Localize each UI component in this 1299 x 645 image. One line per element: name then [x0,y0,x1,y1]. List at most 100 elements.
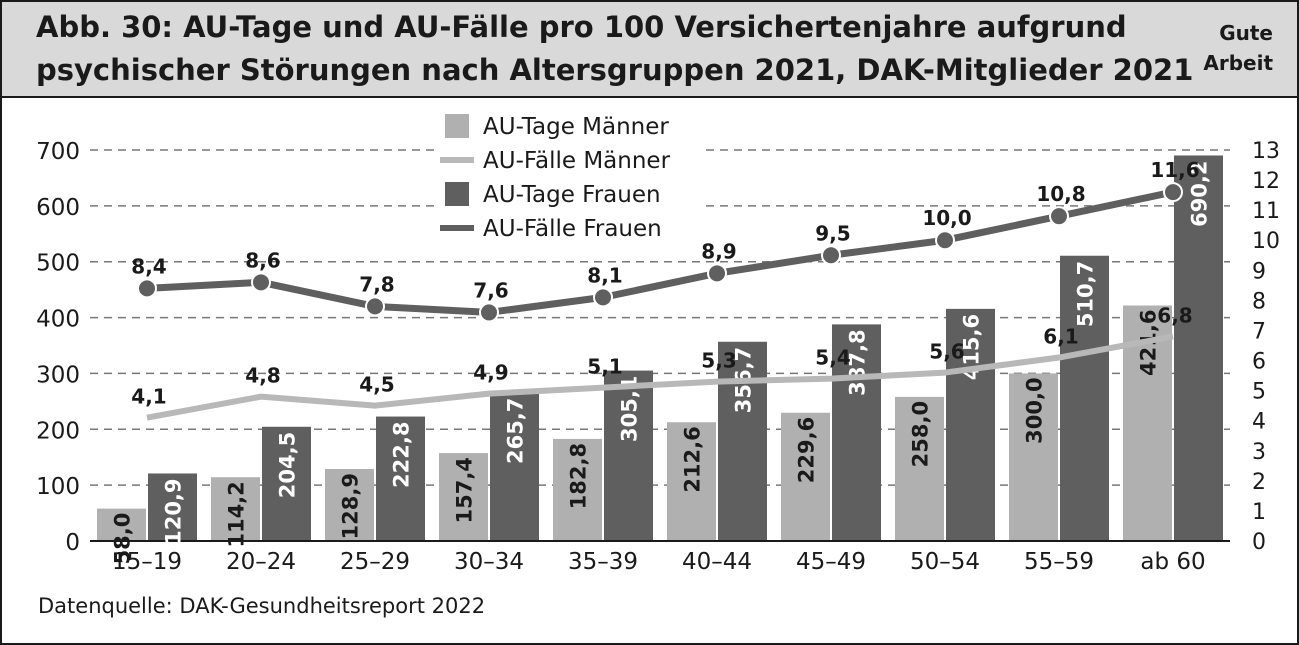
line-label-au-faelle-maenner: 5,4 [815,346,850,370]
line-label-au-faelle-maenner: 4,5 [359,373,394,397]
y-right-tick-label: 9 [1252,259,1266,284]
line-label-au-faelle-frauen: 7,8 [359,272,394,296]
brand-label: Gute Arbeit [1203,18,1273,78]
bar-label-au-tage-maenner: 114,2 [225,481,249,547]
bar-au-tage-maenner [895,396,944,541]
y-right-tick-label: 13 [1252,139,1280,164]
bar-label-au-tage-frauen: 120,9 [162,478,186,544]
bar-au-tage-maenner [211,477,260,541]
brand-label-line-2: Arbeit [1203,51,1273,75]
point-au-faelle-frauen [137,278,157,299]
bar-au-tage-frauen [148,473,197,541]
line-au-faelle-maenner [146,333,1174,421]
bar-au-tage-frauen [490,392,539,541]
bar-au-tage-frauen [718,341,767,541]
x-tick-label: 30–34 [454,549,524,575]
bar-label-au-tage-frauen: 690,2 [1188,160,1212,226]
line-label-au-faelle-frauen: 10,0 [922,206,971,230]
line-au-faelle-frauen [146,188,1174,316]
line-label-au-faelle-maenner: 4,1 [131,385,166,409]
line-label-au-faelle-frauen: 8,6 [245,248,280,272]
line-label-au-faelle-frauen: 8,1 [587,263,622,287]
legend-label-au-faelle-frauen: AU-Fälle Frauen [483,216,662,242]
y-right-tick-label: 3 [1252,440,1266,465]
y-right-tick-label: 1 [1252,500,1266,525]
bar-au-tage-frauen [1060,255,1109,542]
bar-au-tage-frauen [376,416,425,541]
point-au-faelle-frauen [251,272,271,293]
x-tick-label: 40–44 [682,549,752,575]
line-label-au-faelle-frauen: 9,5 [815,221,850,245]
x-tick-label: 35–39 [568,549,638,575]
x-tick-label: 50–54 [910,549,980,575]
bar-au-tage-maenner [781,412,830,541]
bar-label-au-tage-maenner: 157,4 [453,457,477,523]
y-right-tick-label: 6 [1252,350,1266,375]
bar-label-au-tage-maenner: 258,0 [909,401,933,467]
bar-au-tage-frauen [946,308,995,541]
point-au-faelle-frauen [365,296,385,317]
point-au-faelle-frauen [707,263,727,284]
bar-au-tage-maenner [667,422,716,541]
point-au-faelle-frauen [479,302,499,323]
line-label-au-faelle-maenner: 5,1 [587,355,622,379]
bar-au-tage-frauen [1174,155,1223,541]
data-source-note: Datenquelle: DAK-Gesundheitsreport 2022 [38,594,486,618]
bar-label-au-tage-frauen: 222,8 [390,422,414,488]
y-left-tick-label: 0 [65,530,80,556]
legend-label-au-tage-maenner: AU-Tage Männer [483,114,669,140]
bar-au-tage-maenner [1009,373,1058,541]
y-right-tick-label: 4 [1252,410,1266,435]
bar-label-au-tage-maenner: 182,8 [567,443,591,509]
x-tick-label: 20–24 [226,549,296,575]
line-label-au-faelle-maenner: 5,6 [929,340,964,364]
legend-label-au-tage-frauen: AU-Tage Frauen [483,182,661,208]
line-label-au-faelle-frauen: 7,6 [473,278,508,302]
bar-label-au-tage-frauen: 204,5 [276,432,300,498]
x-tick-label: ab 60 [1140,549,1205,575]
chart-plot-area: 0100200300400500600700012345678910111213… [36,106,1280,575]
line-label-au-faelle-maenner: 5,3 [701,349,736,373]
bar-au-tage-frauen [262,426,311,541]
line-label-au-faelle-frauen: 10,8 [1036,182,1085,206]
bar-label-au-tage-frauen: 265,7 [504,398,528,464]
line-label-au-faelle-frauen: 11,6 [1150,158,1199,182]
legend-swatch-au-tage-frauen [445,182,469,206]
point-au-faelle-frauen [1049,206,1069,227]
y-left-tick-label: 200 [36,418,80,444]
point-au-faelle-frauen [935,230,955,251]
figure-header: Abb. 30: AU-Tage und AU-Fälle pro 100 Ve… [2,2,1297,98]
line-label-au-faelle-maenner: 6,8 [1157,303,1192,327]
y-right-tick-label: 8 [1252,289,1266,314]
y-right-tick-label: 0 [1252,530,1266,555]
line-label-au-faelle-frauen: 8,9 [701,239,736,263]
bar-au-tage-maenner [325,469,374,541]
y-left-tick-label: 500 [36,251,80,277]
y-left-tick-label: 300 [36,362,80,388]
point-au-faelle-frauen [593,287,613,308]
chart-title-line-1: Abb. 30: AU-Tage und AU-Fälle pro 100 Ve… [36,10,1127,44]
bar-label-au-tage-maenner: 128,9 [339,473,363,539]
bar-au-tage-frauen [604,370,653,541]
y-right-tick-label: 12 [1252,169,1280,194]
bar-label-au-tage-maenner: 229,6 [795,417,819,483]
y-left-tick-label: 400 [36,307,80,333]
x-tick-label: 45–49 [796,549,866,575]
x-tick-label: 15–19 [112,549,182,575]
line-label-au-faelle-maenner: 4,8 [245,364,280,388]
y-right-tick-label: 7 [1252,319,1266,344]
legend-swatch-au-tage-maenner [445,114,469,138]
bar-label-au-tage-maenner: 58,0 [111,513,135,565]
legend-background [434,106,702,248]
y-left-tick-label: 700 [36,139,80,165]
legend-label-au-faelle-maenner: AU-Fälle Männer [483,148,671,174]
chart-title-line-2: psychischer Störungen nach Altersgruppen… [36,53,1194,87]
y-left-tick-label: 600 [36,195,80,221]
point-au-faelle-frauen [1163,182,1183,203]
x-tick-label: 55–59 [1024,549,1094,575]
bar-au-tage-maenner [97,508,146,541]
brand-label-line-1: Gute [1219,21,1273,45]
x-tick-label: 25–29 [340,549,410,575]
line-label-au-faelle-maenner: 6,1 [1043,325,1078,349]
